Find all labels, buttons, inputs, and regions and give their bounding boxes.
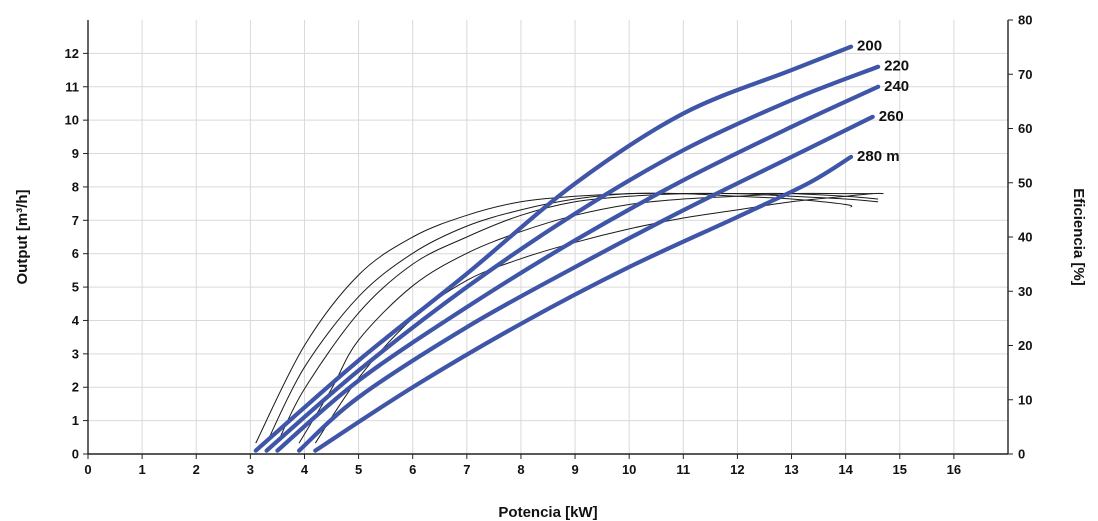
axes: 0 1 2 3 4 5 6 7 8 9 10 11 12 13 14 15 160123456789101112… xyxy=(65,13,1033,478)
y-tick-label: 0 xyxy=(72,447,79,462)
efficiency-curve xyxy=(276,192,879,444)
x-tick-label: 9 xyxy=(571,462,578,477)
y-tick-label: 9 xyxy=(72,146,79,161)
x-axis-title: Potencia [kW] xyxy=(498,504,597,521)
series-label: 280 m xyxy=(857,148,900,165)
y-tick-label: 7 xyxy=(72,213,79,228)
x-tick-label: 14 xyxy=(838,462,853,477)
y-tick-label: 10 xyxy=(65,113,79,128)
y-tick-label: 11 xyxy=(65,79,79,94)
y-tick-label: 12 xyxy=(65,46,79,61)
x-tick-label: 16 xyxy=(947,462,961,477)
output-curve xyxy=(264,64,881,453)
x-tick-label: 11 xyxy=(676,462,690,477)
y2-tick-label: 10 xyxy=(1018,392,1032,407)
y2-tick-label: 50 xyxy=(1018,175,1032,190)
y2-tick-label: 60 xyxy=(1018,121,1032,136)
x-tick-label: 0 xyxy=(84,462,91,477)
efficiency-curve xyxy=(266,192,879,444)
y-tick-label: 4 xyxy=(72,313,80,328)
y2-tick-label: 20 xyxy=(1018,338,1032,353)
x-tick-label: 7 xyxy=(463,462,470,477)
x-tick-label: 2 xyxy=(193,462,200,477)
x-tick-label: 1 xyxy=(139,462,146,477)
x-tick-label: 12 xyxy=(730,462,744,477)
series-label: 240 xyxy=(884,78,909,95)
y2-tick-label: 0 xyxy=(1018,447,1025,462)
x-tick-label: 15 xyxy=(893,462,907,477)
output-curve xyxy=(313,154,854,453)
efficiency-curve xyxy=(314,192,884,444)
y2-tick-label: 40 xyxy=(1018,230,1032,245)
x-tick-label: 6 xyxy=(409,462,416,477)
x-tick-label: 13 xyxy=(784,462,798,477)
y2-tick-label: 80 xyxy=(1018,13,1032,28)
x-tick-label: 3 xyxy=(247,462,254,477)
x-tick-label: 4 xyxy=(301,462,309,477)
output-curves xyxy=(253,44,881,453)
x-tick-label: 8 xyxy=(517,462,524,477)
series-label: 220 xyxy=(884,58,909,75)
y2-tick-label: 30 xyxy=(1018,284,1032,299)
y-tick-label: 3 xyxy=(72,346,79,361)
y2-tick-label: 70 xyxy=(1018,67,1032,82)
output-curve xyxy=(275,84,881,453)
series-label: 200 xyxy=(857,38,882,55)
y-tick-label: 6 xyxy=(72,246,79,261)
y2-axis-title: Eficiencia [%] xyxy=(1070,188,1087,286)
x-tick-label: 5 xyxy=(355,462,362,477)
y-tick-label: 1 xyxy=(72,413,79,428)
x-tick-label: 10 xyxy=(622,462,636,477)
y-axis-title: Output [m³/h] xyxy=(14,190,31,285)
y-tick-label: 2 xyxy=(72,380,79,395)
output-curve xyxy=(296,114,875,453)
grid xyxy=(87,20,1008,455)
series-label: 260 xyxy=(879,108,904,125)
efficiency-curve xyxy=(255,192,853,444)
output-curve xyxy=(253,44,854,453)
y-tick-label: 5 xyxy=(72,280,79,295)
y-tick-label: 8 xyxy=(72,179,79,194)
